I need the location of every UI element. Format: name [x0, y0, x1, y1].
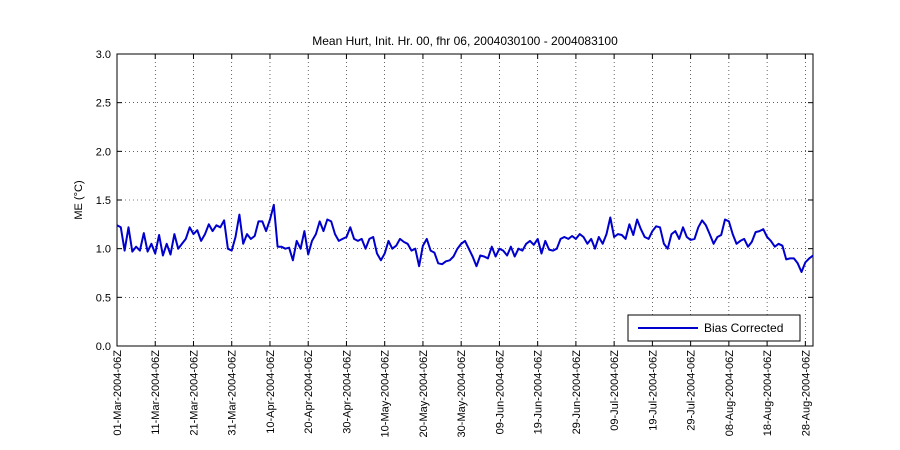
x-tick-label: 10-May-2004-06Z — [380, 350, 392, 438]
x-tick-label: 29-Jul-2004-06Z — [686, 350, 698, 431]
grid-lines — [117, 54, 813, 346]
x-tick-label: 30-May-2004-06Z — [456, 350, 468, 438]
y-tick-label: 0.0 — [96, 341, 111, 353]
x-tick-label: 09-Jun-2004-06Z — [494, 350, 506, 435]
y-axis-label: ME (°C) — [73, 180, 85, 219]
y-tick-label: 2.5 — [96, 98, 111, 110]
x-tick-label: 08-Aug-2004-06Z — [724, 350, 736, 437]
x-tick-label: 19-Jun-2004-06Z — [533, 350, 545, 435]
x-tick-label: 11-Mar-2004-06Z — [150, 350, 162, 435]
x-tick-label: 21-Mar-2004-06Z — [188, 350, 200, 436]
y-axis: 0.0 0.5 1.0 1.5 2.0 2.5 3.0 — [96, 49, 813, 353]
x-tick-label: 09-Jul-2004-06Z — [609, 350, 621, 431]
x-tick-label: 30-Apr-2004-06Z — [341, 350, 353, 434]
y-tick-label: 3.0 — [96, 49, 111, 61]
x-tick-label: 20-May-2004-06Z — [418, 350, 430, 438]
legend: Bias Corrected — [627, 314, 801, 342]
x-tick-label: 29-Jun-2004-06Z — [571, 350, 583, 435]
y-tick-label: 1.0 — [96, 244, 111, 256]
x-tick-label: 01-Mar-2004-06Z — [112, 350, 124, 436]
x-tick-label: 19-Jul-2004-06Z — [647, 350, 659, 431]
x-tick-label: 20-Apr-2004-06Z — [303, 350, 315, 434]
series-line-bias-corrected — [116, 203, 814, 273]
x-tick-label: 28-Aug-2004-06Z — [800, 350, 812, 437]
y-tick-label: 0.5 — [96, 292, 111, 304]
series-layer — [116, 203, 814, 273]
chart-title: Mean Hurt, Init. Hr. 00, fhr 06, 2004030… — [312, 34, 618, 48]
x-axis: 01-Mar-2004-06Z 11-Mar-2004-06Z 21-Mar-200… — [112, 54, 812, 437]
x-tick-label: 18-Aug-2004-06Z — [762, 350, 774, 437]
x-tick-label: 31-Mar-2004-06Z — [227, 350, 239, 436]
y-tick-label: 2.0 — [96, 146, 111, 158]
legend-label-bias-corrected: Bias Corrected — [704, 321, 783, 335]
x-tick-label: 10-Apr-2004-06Z — [265, 350, 277, 434]
y-tick-label: 1.5 — [96, 195, 111, 207]
